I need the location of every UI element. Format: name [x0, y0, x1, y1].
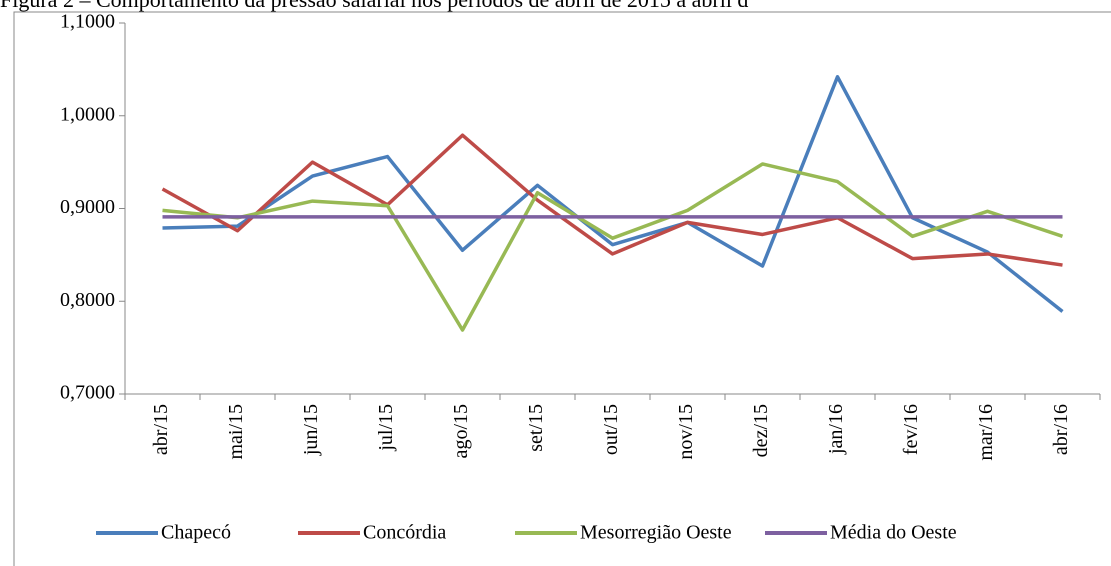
x-tick-label: ago/15	[450, 404, 472, 458]
chart-title: Figura 2 – Comportamento da pressão sala…	[0, 0, 748, 12]
x-tick-label: jan/16	[825, 404, 847, 455]
series-line	[161, 133, 1063, 267]
x-tick-label: nov/15	[675, 404, 697, 460]
legend-label: Concórdia	[363, 522, 446, 544]
x-tick-label: abr/16	[1050, 404, 1072, 455]
x-tick-label: mai/15	[225, 404, 247, 460]
legend-label: Média do Oeste	[830, 522, 957, 544]
x-tick-label: mar/16	[975, 404, 997, 461]
x-tick-label: fev/16	[900, 404, 922, 455]
x-tick-label: abr/15	[150, 404, 172, 455]
y-tick-label: 0,8000	[60, 289, 115, 311]
series-line	[162, 75, 1064, 313]
y-tick-label: 0,7000	[60, 382, 115, 404]
x-tick-label: jun/15	[300, 404, 322, 456]
legend-label: Chapecó	[161, 522, 231, 544]
series-line	[162, 162, 1064, 332]
y-tick-label: 0,9000	[60, 196, 115, 218]
x-tick-label: out/15	[600, 404, 622, 455]
x-tick-label: jul/15	[375, 404, 397, 452]
x-tick-label: dez/15	[750, 404, 772, 457]
x-tick-label: set/15	[525, 404, 547, 452]
legend-label: Mesorregião Oeste	[580, 522, 732, 544]
y-tick-label: 1,0000	[60, 103, 115, 125]
chart-frame	[13, 11, 1111, 566]
y-tick-label: 1,1000	[60, 11, 115, 33]
